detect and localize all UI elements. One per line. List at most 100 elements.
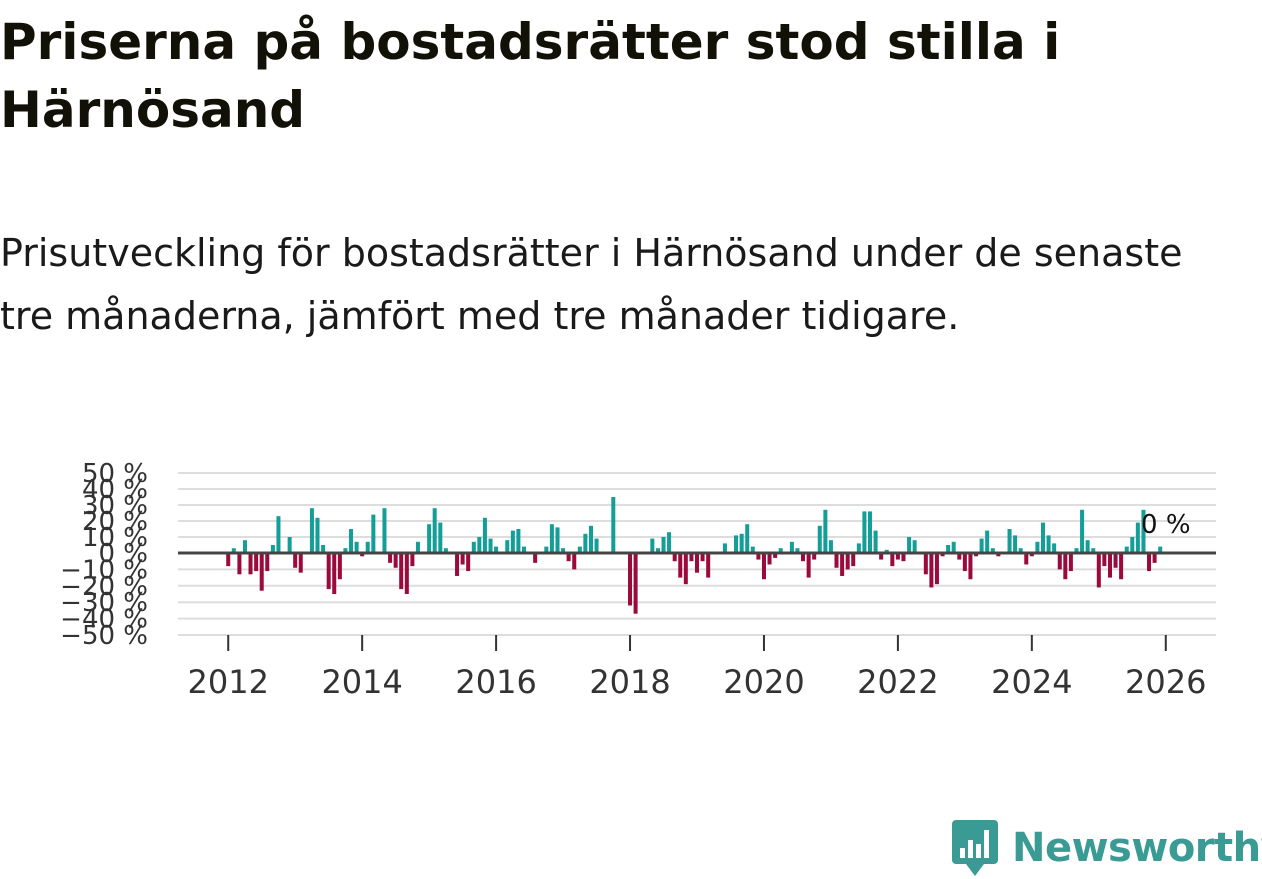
bar <box>1052 543 1057 553</box>
bar <box>477 537 482 553</box>
bar <box>566 553 571 562</box>
bar <box>756 553 761 560</box>
bar <box>516 529 521 553</box>
bar <box>678 553 683 578</box>
bar <box>1119 553 1124 580</box>
y-tick-label: −20 % <box>60 572 148 602</box>
bar <box>817 525 822 553</box>
bar <box>488 538 493 553</box>
bar <box>276 516 281 553</box>
bar <box>1024 553 1029 565</box>
x-tick-label: 2014 <box>321 663 402 701</box>
bar <box>689 553 694 562</box>
bar <box>700 553 705 562</box>
bar <box>734 535 739 553</box>
bar <box>974 553 979 557</box>
bar <box>795 548 800 553</box>
bar <box>962 553 967 572</box>
page-title: Priserna på bostadsrätter stod stilla i … <box>0 13 1061 139</box>
bar <box>371 514 376 553</box>
bar <box>460 553 465 565</box>
bar <box>890 553 895 567</box>
bar <box>828 540 833 553</box>
brand-name: Newsworthy <box>1012 825 1262 871</box>
bar <box>427 524 432 553</box>
bar <box>761 553 766 580</box>
bar <box>326 553 331 590</box>
x-tick-label: 2026 <box>1125 663 1206 701</box>
bar <box>471 541 476 553</box>
bar <box>968 553 973 580</box>
bar <box>555 527 560 553</box>
bar <box>806 553 811 578</box>
bar <box>845 553 850 570</box>
bar <box>1013 535 1018 553</box>
bar <box>856 543 861 553</box>
bar <box>298 553 303 573</box>
bar <box>934 553 939 585</box>
bar <box>549 524 554 553</box>
bar <box>789 541 794 553</box>
bar <box>851 553 856 567</box>
bar <box>1091 548 1096 553</box>
bar <box>683 553 688 585</box>
bar <box>466 553 471 572</box>
bar <box>309 508 314 553</box>
bar <box>1102 553 1107 567</box>
bar <box>1096 553 1101 588</box>
bar <box>583 533 588 553</box>
bar <box>834 553 839 568</box>
bar <box>867 511 872 553</box>
bar <box>321 545 326 553</box>
bar <box>332 553 337 594</box>
bar <box>1007 529 1012 553</box>
bar <box>750 546 755 553</box>
bar <box>544 546 549 553</box>
bar <box>706 553 711 578</box>
bar <box>348 529 353 553</box>
bar <box>611 497 616 553</box>
bar <box>242 540 247 553</box>
bar <box>1124 546 1129 553</box>
bar <box>873 530 878 553</box>
bar <box>907 537 912 553</box>
bar <box>1063 553 1068 580</box>
bar <box>879 553 884 560</box>
bar <box>979 538 984 553</box>
bar <box>1057 553 1062 570</box>
bar <box>343 548 348 553</box>
x-tick-label: 2016 <box>455 663 536 701</box>
bar <box>415 541 420 553</box>
x-tick-label: 2012 <box>188 663 269 701</box>
bar <box>773 553 778 558</box>
bar <box>382 508 387 553</box>
bar <box>438 522 443 553</box>
bar <box>912 540 917 553</box>
bar <box>561 548 566 553</box>
bar <box>655 548 660 553</box>
bar <box>432 508 437 553</box>
bar <box>1130 537 1135 553</box>
bar <box>270 545 275 553</box>
bar <box>1158 546 1163 553</box>
bar <box>739 533 744 553</box>
bar <box>455 553 460 576</box>
bar <box>661 537 666 553</box>
bar <box>778 548 783 553</box>
bar <box>293 553 298 568</box>
bar <box>1068 553 1073 572</box>
bar <box>443 548 448 553</box>
bar <box>354 541 359 553</box>
bar <box>840 553 845 576</box>
bar <box>767 553 772 565</box>
bar <box>1041 522 1046 553</box>
bar <box>522 546 527 553</box>
bar <box>929 553 934 588</box>
y-tick-label: 0 % <box>98 539 148 569</box>
bar <box>577 546 582 553</box>
bar <box>482 517 487 553</box>
bar <box>1152 553 1157 563</box>
bar <box>1141 509 1146 553</box>
bar <box>588 525 593 553</box>
x-tick-label: 2022 <box>857 663 938 701</box>
